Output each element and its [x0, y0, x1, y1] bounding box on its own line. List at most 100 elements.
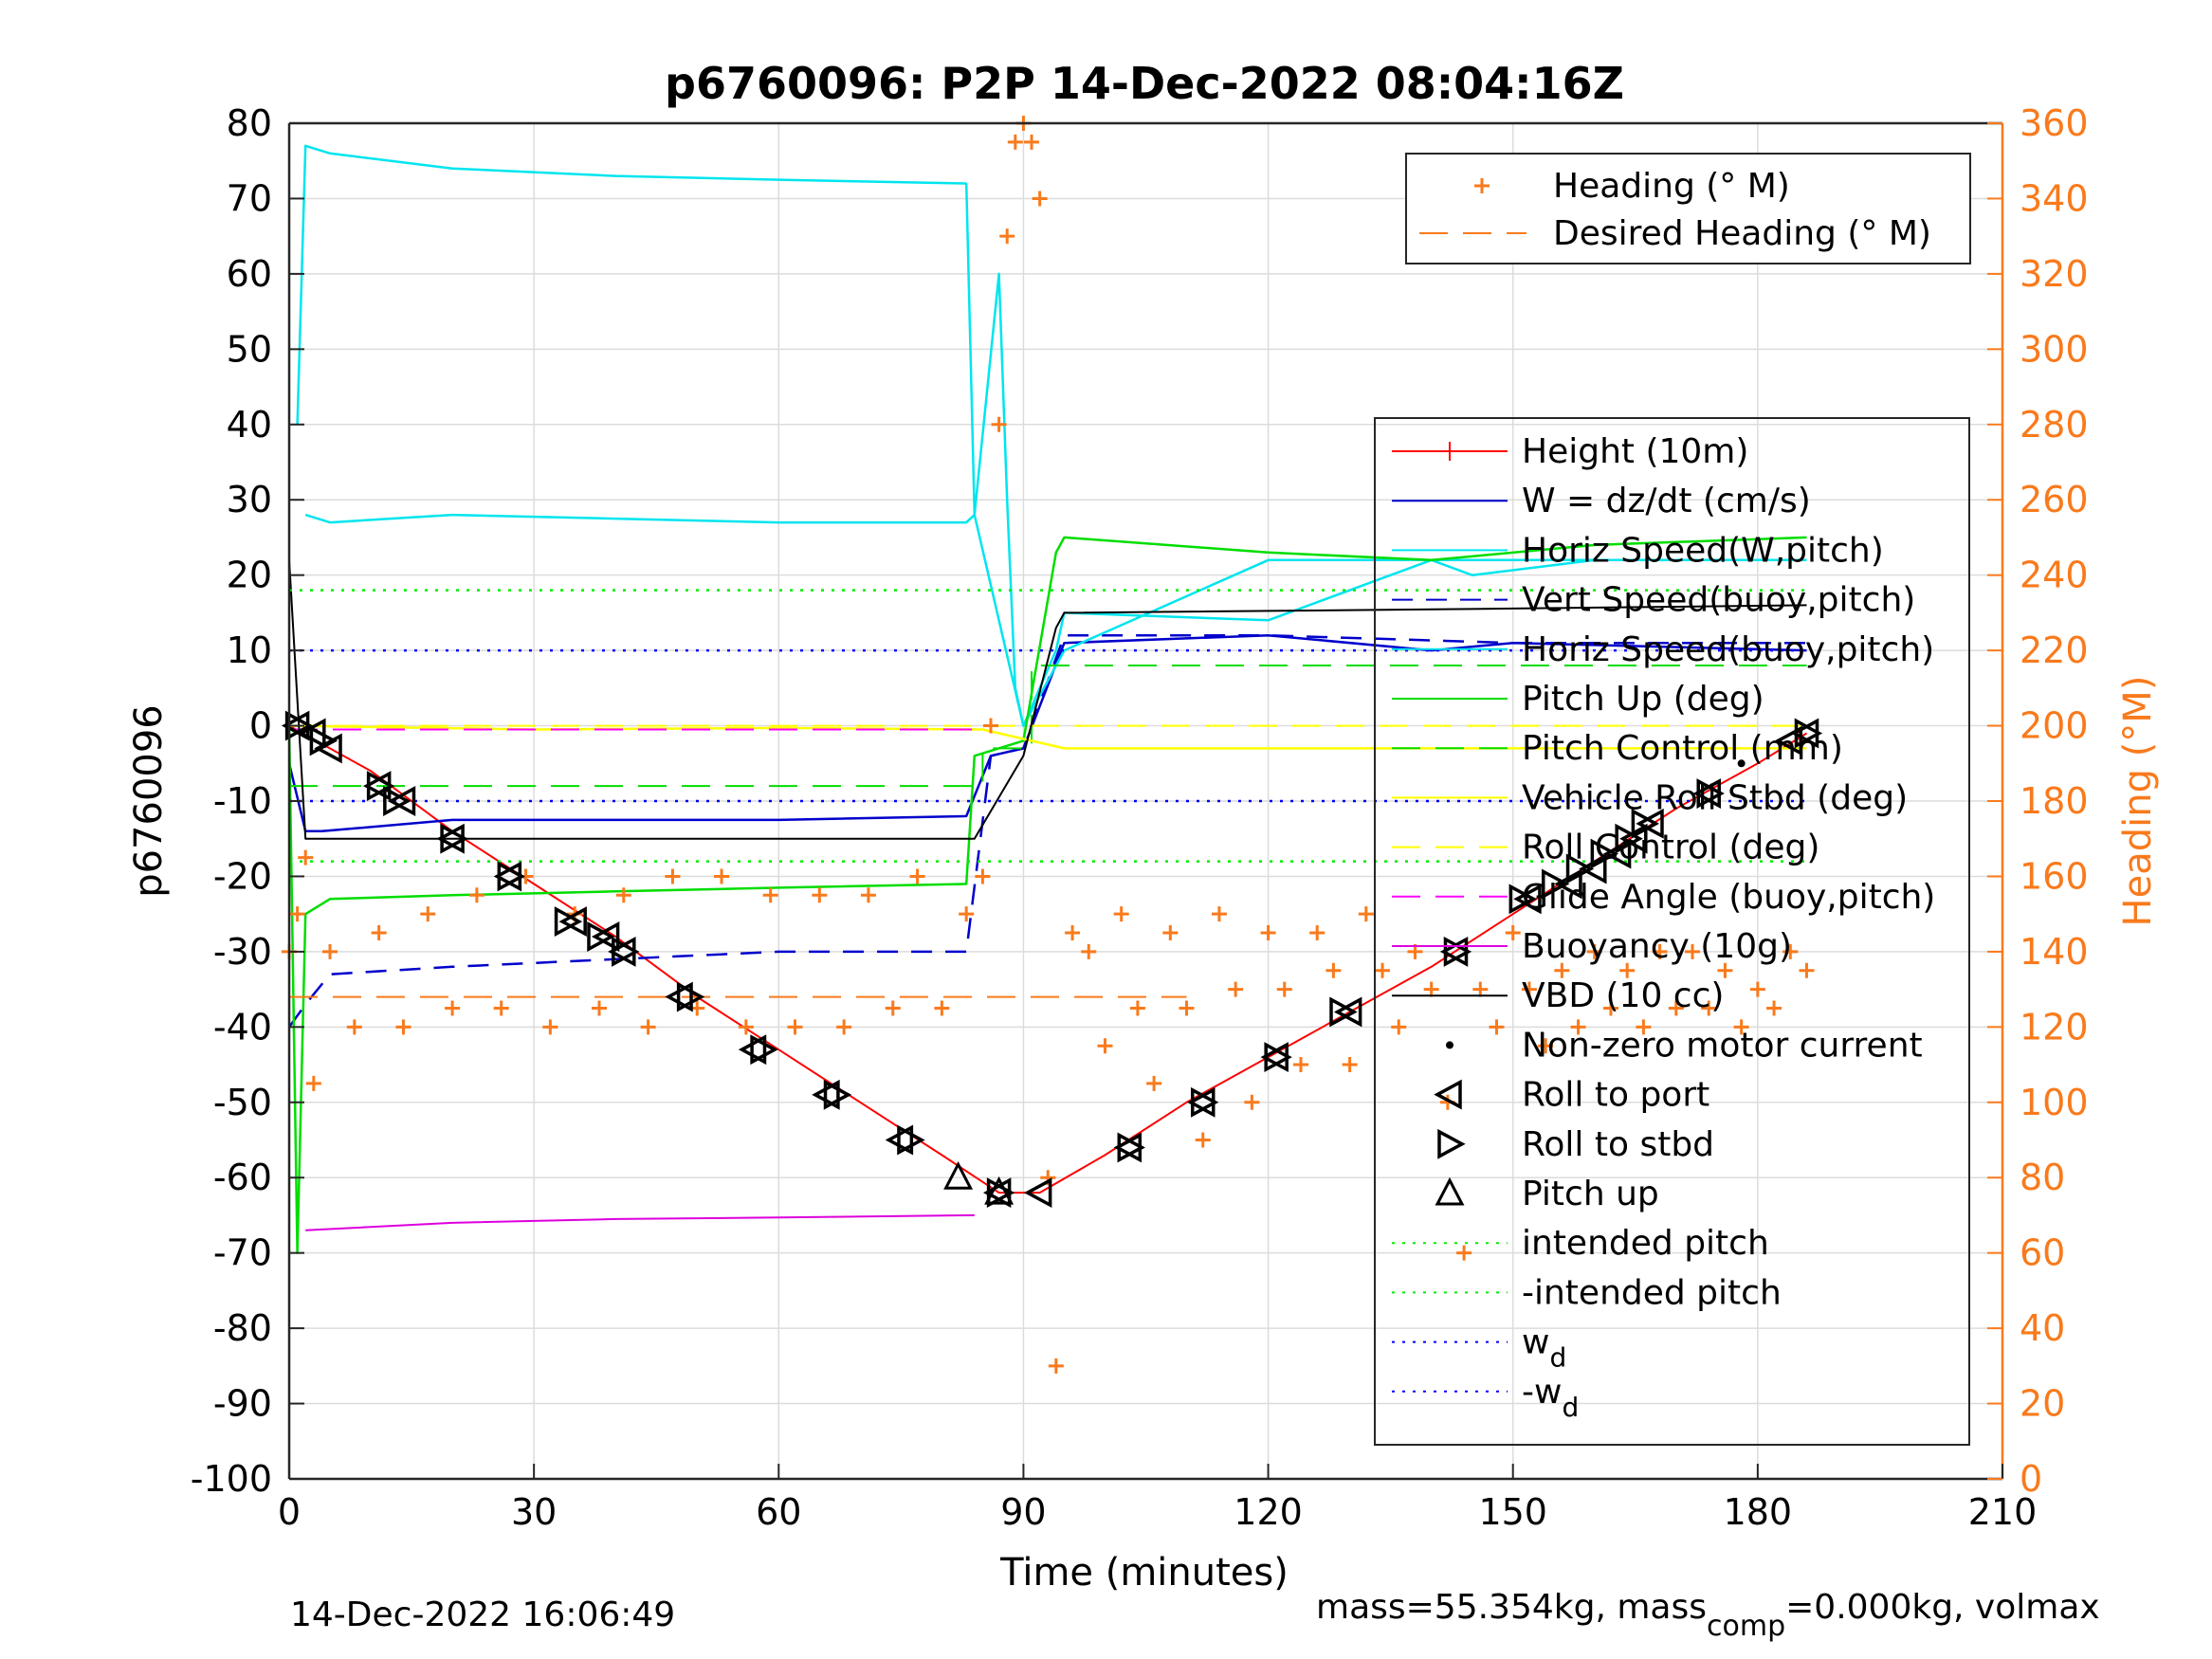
series-line-pitch-control-mm	[289, 665, 1807, 788]
heading-point	[1162, 925, 1179, 941]
left-y-tick-label: 70	[227, 177, 272, 219]
x-tick-label: 30	[511, 1491, 557, 1533]
right-y-ticks: 3603403203002802602402202001801601401201…	[1987, 102, 2089, 1500]
heading-point	[1097, 1038, 1113, 1054]
heading-point	[1048, 1358, 1064, 1374]
left-y-tick-label: -80	[213, 1307, 272, 1349]
roll-to-stbd-marker	[383, 786, 411, 816]
heading-point	[1024, 134, 1040, 150]
heading-point	[1505, 925, 1521, 941]
right-y-tick-label: 200	[2020, 705, 2089, 747]
motor-current-point	[1737, 759, 1746, 768]
roll-to-stbd-marker	[897, 1124, 925, 1156]
right-y-tick-label: 140	[2020, 931, 2089, 973]
roll-to-stbd-marker	[676, 981, 705, 1012]
right-y-tick-label: 0	[2020, 1458, 2042, 1500]
heading-point	[934, 1000, 950, 1016]
right-y-tick-label: 260	[2020, 479, 2089, 520]
heading-point	[909, 868, 925, 884]
left-y-tick-label: 30	[227, 479, 272, 520]
roll-to-stbd-marker	[1190, 1086, 1219, 1118]
roll-to-stbd-marker	[1508, 884, 1537, 915]
x-ticks: 0 30 60 90 120 150 180 210	[278, 1464, 2037, 1533]
roll-to-stbd-marker	[1615, 823, 1643, 854]
heading-point	[371, 925, 387, 941]
heading-point	[542, 1019, 558, 1035]
right-y-tick-label: 220	[2020, 629, 2089, 671]
chart-title: p6760096: P2P 14-Dec-2022 08:04:16Z	[665, 58, 1624, 109]
right-y-tick-label: 340	[2020, 177, 2089, 219]
legend-motor-current-marker	[1446, 1041, 1453, 1049]
heading-point	[1309, 925, 1325, 941]
left-y-axis-label: p6760096	[127, 704, 171, 898]
heading-point	[298, 849, 314, 866]
roll-to-stbd-marker	[1794, 718, 1823, 749]
heading-point	[787, 1019, 803, 1035]
roll-to-stbd-marker	[1264, 1042, 1292, 1073]
heading-point	[991, 416, 1007, 432]
heading-point	[1652, 943, 1668, 959]
roll-to-stbd-marker	[612, 936, 640, 967]
legend-entry-label: Pitch Up (deg)	[1522, 680, 1764, 719]
x-tick-label: 90	[1000, 1491, 1046, 1533]
legend-entry-label: Pitch Control (mm)	[1522, 729, 1843, 768]
legend-entry-label: Non-zero motor current	[1522, 1026, 1923, 1065]
right-y-tick-label: 100	[2020, 1082, 2089, 1123]
roll-to-stbd-marker	[986, 1177, 1015, 1209]
heading-point	[493, 1000, 509, 1016]
right-y-tick-label: 160	[2020, 855, 2089, 897]
heading-point	[1032, 191, 1048, 207]
x-tick-label: 150	[1478, 1491, 1547, 1533]
legend-entry-label: Horiz Speed(W,pitch)	[1522, 531, 1884, 570]
left-y-tick-label: -70	[213, 1232, 272, 1274]
x-tick-label: 0	[278, 1491, 301, 1533]
heading-point	[1244, 1094, 1260, 1110]
roll-to-port-marker	[1636, 808, 1664, 839]
left-y-tick-label: -10	[213, 780, 272, 822]
heading-point	[1260, 925, 1276, 941]
legend-entry-label: -wd	[1522, 1373, 1579, 1423]
heading-point	[1766, 1000, 1782, 1016]
left-y-ticks: 80 70 60 50 40 30 20 10 0 -10 -20 -30 -40 -50 -60 -70 -8…	[191, 102, 304, 1500]
pitch-up-marker	[943, 1160, 974, 1190]
legend-pitch-up-marker	[1435, 1176, 1465, 1206]
right-y-tick-label: 40	[2020, 1307, 2065, 1349]
heading-point	[640, 1019, 656, 1035]
roll-to-stbd-marker	[1565, 853, 1595, 884]
pitch-up-marker	[984, 1176, 1015, 1205]
roll-to-stbd-marker	[1590, 838, 1619, 869]
heading-point	[1342, 1057, 1358, 1073]
heading-point	[1733, 1019, 1749, 1035]
heading-point	[305, 1075, 321, 1091]
roll-to-stbd-marker	[554, 906, 583, 938]
footer-mass-suffix: =0.000kg, volmax	[1785, 1588, 2100, 1627]
heading-point	[1195, 1132, 1211, 1148]
heading-point	[289, 906, 305, 922]
left-y-tick-label: -100	[191, 1458, 272, 1500]
legend-entry-label: wd	[1522, 1323, 1566, 1374]
heading-point	[860, 887, 876, 903]
legend-subscript: d	[1562, 1392, 1579, 1423]
heading-point	[812, 887, 828, 903]
heading-point	[1668, 1000, 1684, 1016]
left-y-tick-label: -50	[213, 1082, 272, 1123]
left-y-tick-label: 80	[227, 102, 272, 144]
heading-point	[1749, 981, 1765, 997]
heading-point	[999, 228, 1015, 245]
heading-point	[1228, 981, 1244, 997]
x-tick-label: 180	[1724, 1491, 1793, 1533]
legend-entry-label: Roll Control (deg)	[1522, 829, 1819, 867]
roll-to-stbd-marker	[823, 1079, 852, 1110]
heading-point	[395, 1019, 411, 1035]
legend-entry-label: W = dz/dt (cm/s)	[1522, 482, 1811, 520]
roll-to-port-marker	[387, 786, 416, 816]
heading-point	[1423, 981, 1439, 997]
legend-roll-to-stbd-marker	[1437, 1128, 1466, 1159]
heading-point	[1799, 962, 1815, 978]
left-y-tick-label: -90	[213, 1383, 272, 1425]
series-line-w-dz-dt-cm-s	[287, 633, 1807, 833]
roll-to-stbd-marker	[440, 823, 468, 854]
series-line-buoyancy-10g	[305, 1213, 975, 1231]
footer-mass-info: mass=55.354kg, masscomp=0.000kg, volmax	[1316, 1588, 2100, 1643]
footer-timestamp: 14-Dec-2022 16:06:49	[290, 1595, 675, 1634]
